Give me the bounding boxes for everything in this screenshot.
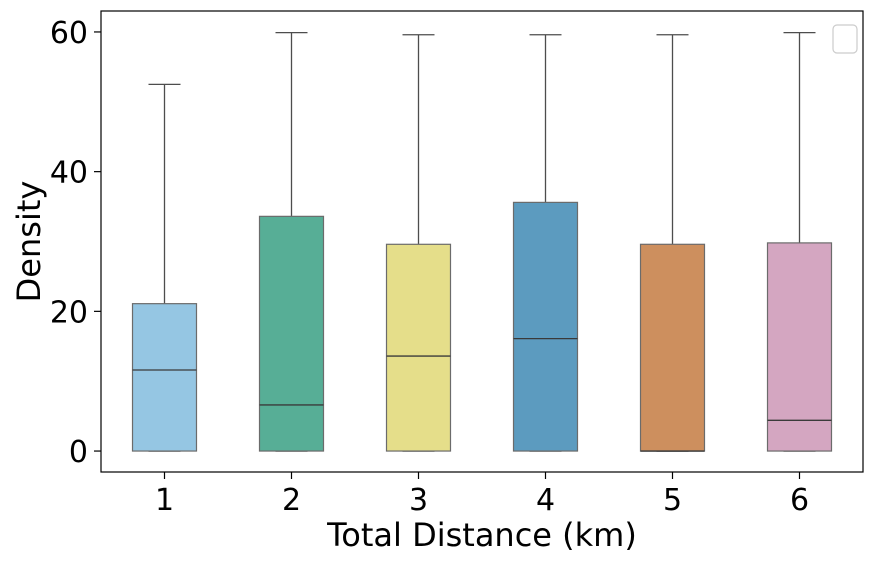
box-6 <box>766 242 833 452</box>
y-axis-title: Density <box>10 181 48 303</box>
box-group-1 <box>131 83 198 452</box>
box-group-3 <box>385 34 452 452</box>
plot-frame <box>100 10 864 473</box>
legend <box>832 24 858 54</box>
box-3 <box>385 243 452 452</box>
legend-box <box>832 24 858 54</box>
plot-marks <box>131 32 833 452</box>
x-tick-label-6: 6 <box>790 483 809 518</box>
x-tick-label-3: 3 <box>409 483 428 518</box>
box-4 <box>512 201 579 452</box>
x-tick-label-1: 1 <box>155 483 174 518</box>
y-tick-label-0: 0 <box>69 435 88 470</box>
box-2 <box>258 215 325 452</box>
x-tick-label-2: 2 <box>282 483 301 518</box>
y-tick-label-40: 40 <box>50 156 88 191</box>
box-group-4 <box>512 34 579 452</box>
box-group-5 <box>639 34 706 452</box>
y-tick-label-20: 20 <box>50 295 88 330</box>
box-1 <box>131 303 198 452</box>
y-tick-label-60: 60 <box>50 16 88 51</box>
x-tick-label-5: 5 <box>663 483 682 518</box>
box-group-6 <box>766 32 833 452</box>
x-tick-label-4: 4 <box>536 483 555 518</box>
box-group-2 <box>258 32 325 452</box>
axes: 0 20 40 60 1 2 3 4 5 6 <box>50 16 809 518</box>
box-5 <box>639 243 706 452</box>
x-axis-title: Total Distance (km) <box>326 516 637 554</box>
